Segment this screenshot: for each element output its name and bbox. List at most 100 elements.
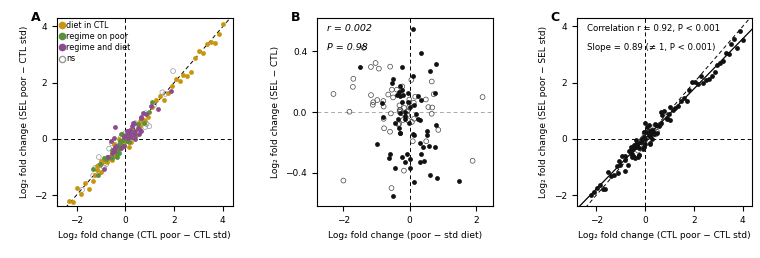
Point <box>638 138 650 142</box>
Point <box>213 31 225 36</box>
Point <box>108 150 120 155</box>
Point <box>157 98 169 102</box>
Point <box>109 145 121 149</box>
Point <box>410 112 423 116</box>
Legend: diet in CTL, regime on poor, regime and diet, ns: diet in CTL, regime on poor, regime and … <box>59 20 131 64</box>
Point <box>420 139 432 143</box>
Point <box>648 132 660 136</box>
Point <box>125 140 137 144</box>
Point <box>412 94 424 98</box>
Point <box>106 152 119 157</box>
Point <box>392 122 404 126</box>
Point <box>393 122 405 126</box>
Point <box>135 128 147 133</box>
Point <box>118 135 130 139</box>
Point <box>119 135 131 139</box>
Point <box>118 142 130 147</box>
Point <box>736 38 749 42</box>
Point <box>720 51 732 55</box>
Point <box>594 183 606 187</box>
Point <box>385 186 397 190</box>
Point <box>126 127 138 132</box>
Point <box>118 138 130 142</box>
Point <box>650 123 662 127</box>
Point <box>678 96 690 100</box>
Point <box>139 111 151 115</box>
Point <box>135 115 147 119</box>
Point <box>429 123 442 127</box>
Point <box>404 105 416 109</box>
Point <box>106 156 118 160</box>
Point <box>399 160 411 164</box>
Point <box>396 88 408 92</box>
Point <box>394 108 406 112</box>
Point <box>121 139 133 143</box>
Point <box>110 154 122 158</box>
Point <box>389 166 401 170</box>
Point <box>714 61 727 65</box>
Point <box>201 42 213 46</box>
Point <box>424 173 436 177</box>
Point <box>632 153 644 157</box>
Point <box>397 118 409 122</box>
Point <box>644 129 657 133</box>
Point <box>110 147 122 151</box>
Point <box>105 139 117 143</box>
Point <box>132 122 144 126</box>
Point <box>612 171 624 175</box>
Point <box>378 117 390 121</box>
Point <box>733 29 746 33</box>
Text: Correlation r = 0.92, P < 0.001: Correlation r = 0.92, P < 0.001 <box>587 24 720 33</box>
Point <box>413 160 426 164</box>
Text: B: B <box>290 11 300 23</box>
Point <box>205 40 217 44</box>
Point <box>661 117 673 121</box>
Point <box>101 155 113 159</box>
Point <box>638 142 651 146</box>
Point <box>387 95 399 100</box>
Point <box>89 173 101 177</box>
Point <box>133 132 145 136</box>
Point <box>625 145 637 149</box>
Point <box>625 152 638 156</box>
Point <box>126 124 138 128</box>
Point <box>157 90 169 94</box>
Point <box>695 74 707 78</box>
Point <box>397 112 410 116</box>
Point <box>629 156 641 160</box>
Point <box>398 114 410 118</box>
Point <box>698 81 710 85</box>
Point <box>384 152 396 156</box>
Point <box>106 148 119 152</box>
Point <box>166 84 178 88</box>
Point <box>588 190 600 194</box>
Point <box>137 111 149 115</box>
Point <box>116 139 128 143</box>
Point <box>128 134 141 138</box>
Point <box>141 122 153 126</box>
Point <box>378 104 390 109</box>
Point <box>369 61 382 65</box>
Point <box>152 107 164 111</box>
Point <box>135 116 147 120</box>
Text: Slope = 0.89 (≠ 1, P < 0.001): Slope = 0.89 (≠ 1, P < 0.001) <box>587 43 716 52</box>
Point <box>407 101 420 105</box>
Text: C: C <box>550 11 559 23</box>
Point <box>101 160 113 164</box>
Point <box>672 104 684 108</box>
Point <box>616 154 629 158</box>
Point <box>135 116 147 120</box>
Point <box>144 104 157 108</box>
Point <box>111 152 123 156</box>
Point <box>398 106 410 110</box>
Point <box>135 118 147 123</box>
Point <box>421 129 433 133</box>
Point <box>653 124 665 128</box>
Point <box>97 167 109 171</box>
Point <box>115 135 127 140</box>
Point <box>426 79 438 84</box>
Point <box>651 130 663 134</box>
Point <box>638 121 651 125</box>
Point <box>146 100 158 104</box>
Point <box>636 138 648 142</box>
